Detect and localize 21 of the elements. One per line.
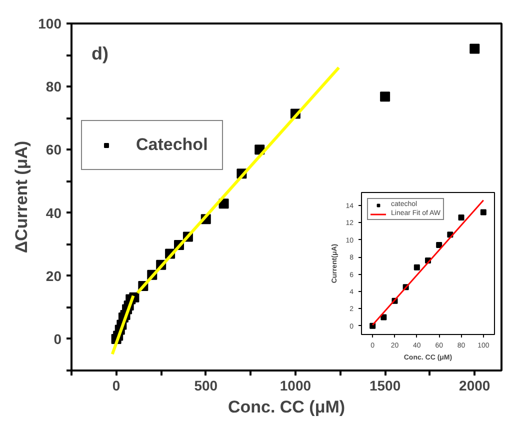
x-tick-label: 1000 (280, 378, 312, 394)
x-tick-label: 0 (112, 378, 120, 394)
y-tick-label: 20 (46, 268, 62, 284)
y-tick-label: 80 (46, 78, 62, 95)
point (480, 209, 486, 216)
y-axis-title: ΔCurrent (μA) (12, 140, 32, 254)
point (414, 264, 420, 270)
point (380, 314, 387, 320)
point (380, 92, 390, 102)
x-tick-label: 2000 (459, 378, 490, 394)
point (470, 44, 480, 54)
annotation: d) (92, 44, 108, 64)
point (458, 214, 464, 220)
y-tick-label: 40 (46, 204, 62, 221)
x-tick-label: 1500 (369, 378, 401, 394)
x-axis-title: Conc. CC (μM) (228, 398, 346, 416)
point (436, 242, 442, 248)
y-tick-label: 60 (46, 142, 62, 158)
legend-label: Catechol (136, 135, 208, 155)
y-tick-label: 100 (38, 16, 62, 32)
x-tick-label: 500 (194, 378, 218, 394)
